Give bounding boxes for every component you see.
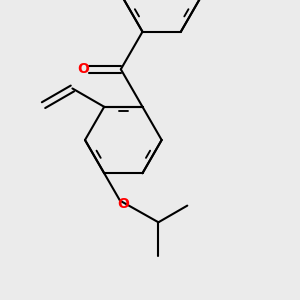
Text: O: O bbox=[117, 197, 129, 211]
Text: O: O bbox=[77, 62, 89, 76]
